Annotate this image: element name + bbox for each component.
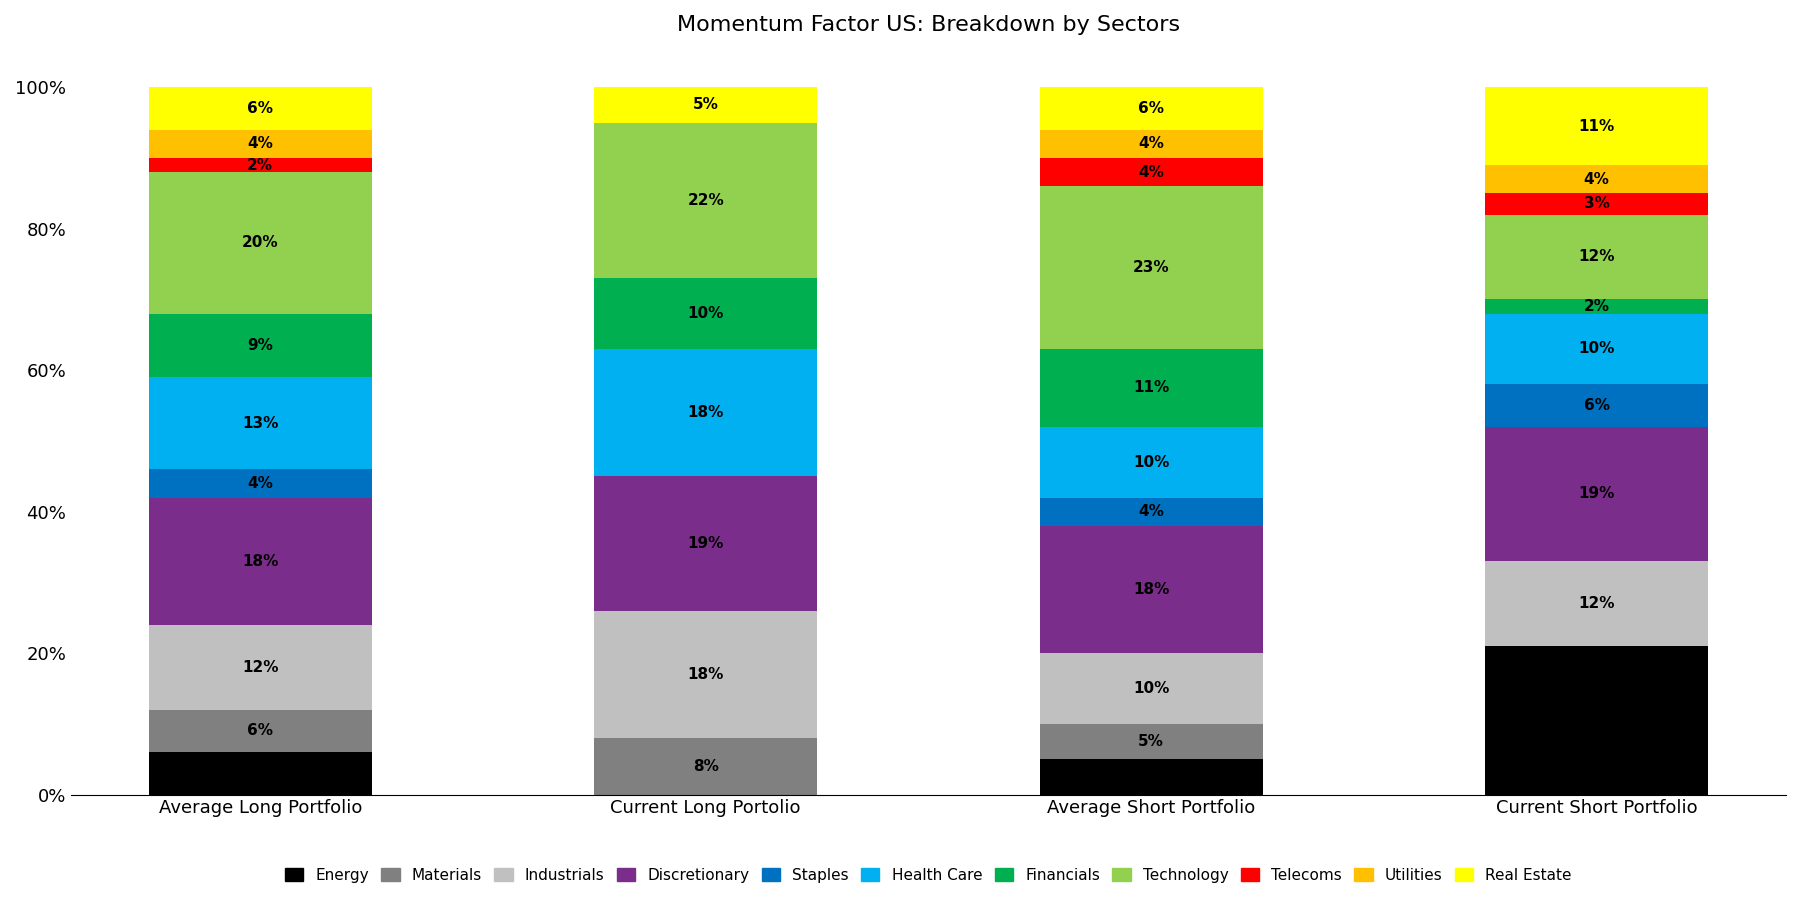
Bar	[1486, 214, 1707, 300]
Text: 8%: 8%	[693, 759, 719, 774]
Bar	[1486, 646, 1707, 795]
Text: 5%: 5%	[693, 97, 719, 112]
Text: 4%: 4%	[247, 476, 274, 491]
Legend: Energy, Materials, Industrials, Discretionary, Staples, Health Care, Financials,: Energy, Materials, Industrials, Discreti…	[279, 861, 1578, 889]
Bar	[1486, 165, 1707, 194]
Bar	[149, 469, 371, 498]
Text: 4%: 4%	[1138, 165, 1163, 180]
Text: 18%: 18%	[241, 554, 279, 569]
Bar	[594, 611, 818, 738]
Bar	[1039, 186, 1263, 349]
Text: 18%: 18%	[1133, 582, 1169, 597]
Text: 18%: 18%	[688, 667, 724, 682]
Bar	[1039, 526, 1263, 653]
Text: 19%: 19%	[1578, 487, 1615, 501]
Bar	[1486, 384, 1707, 427]
Bar	[1039, 724, 1263, 760]
Bar	[149, 158, 371, 172]
Bar	[149, 498, 371, 625]
Text: 10%: 10%	[1133, 454, 1169, 470]
Bar	[594, 738, 818, 795]
Bar	[149, 313, 371, 377]
Bar	[149, 87, 371, 130]
Bar	[1486, 562, 1707, 646]
Text: 11%: 11%	[1133, 381, 1169, 395]
Bar	[594, 278, 818, 349]
Bar	[594, 476, 818, 611]
Bar	[1486, 300, 1707, 313]
Bar	[1486, 427, 1707, 562]
Bar	[594, 122, 818, 278]
Text: 12%: 12%	[1578, 596, 1615, 611]
Bar	[1486, 87, 1707, 165]
Text: 13%: 13%	[241, 416, 279, 431]
Text: 10%: 10%	[688, 306, 724, 321]
Text: 6%: 6%	[247, 101, 274, 116]
Text: 10%: 10%	[1133, 681, 1169, 696]
Bar	[1039, 87, 1263, 130]
Text: 6%: 6%	[247, 766, 274, 781]
Bar	[1039, 498, 1263, 526]
Text: 6%: 6%	[247, 724, 274, 739]
Title: Momentum Factor US: Breakdown by Sectors: Momentum Factor US: Breakdown by Sectors	[677, 15, 1180, 35]
Text: 12%: 12%	[1578, 249, 1615, 265]
Bar	[1039, 349, 1263, 427]
Bar	[1039, 427, 1263, 498]
Bar	[1039, 760, 1263, 795]
Bar	[594, 349, 818, 476]
Text: 11%: 11%	[1578, 119, 1615, 133]
Bar	[149, 710, 371, 752]
Text: 10%: 10%	[1578, 341, 1615, 356]
Bar	[149, 752, 371, 795]
Text: 23%: 23%	[1133, 260, 1169, 275]
Bar	[1486, 313, 1707, 384]
Text: 4%: 4%	[1138, 136, 1163, 151]
Text: 20%: 20%	[241, 235, 279, 250]
Text: 21%: 21%	[1578, 713, 1615, 728]
Text: 2%: 2%	[1583, 299, 1610, 314]
Bar	[1039, 653, 1263, 724]
Bar	[1039, 130, 1263, 158]
Bar	[149, 625, 371, 710]
Text: 12%: 12%	[241, 660, 279, 675]
Bar	[1039, 158, 1263, 186]
Bar	[149, 377, 371, 469]
Text: 3%: 3%	[1583, 196, 1610, 211]
Text: 19%: 19%	[688, 536, 724, 551]
Bar	[594, 87, 818, 122]
Bar	[149, 172, 371, 313]
Text: 5%: 5%	[1138, 734, 1163, 749]
Text: 4%: 4%	[1583, 172, 1610, 186]
Text: 2%: 2%	[247, 158, 274, 173]
Text: 6%: 6%	[1138, 101, 1163, 116]
Bar	[149, 130, 371, 158]
Bar	[1486, 194, 1707, 214]
Text: 18%: 18%	[688, 405, 724, 420]
Text: 22%: 22%	[688, 193, 724, 208]
Text: 4%: 4%	[247, 136, 274, 151]
Text: 4%: 4%	[1138, 504, 1163, 519]
Text: 9%: 9%	[247, 338, 274, 353]
Text: 6%: 6%	[1583, 398, 1610, 413]
Text: 5%: 5%	[1138, 770, 1163, 785]
